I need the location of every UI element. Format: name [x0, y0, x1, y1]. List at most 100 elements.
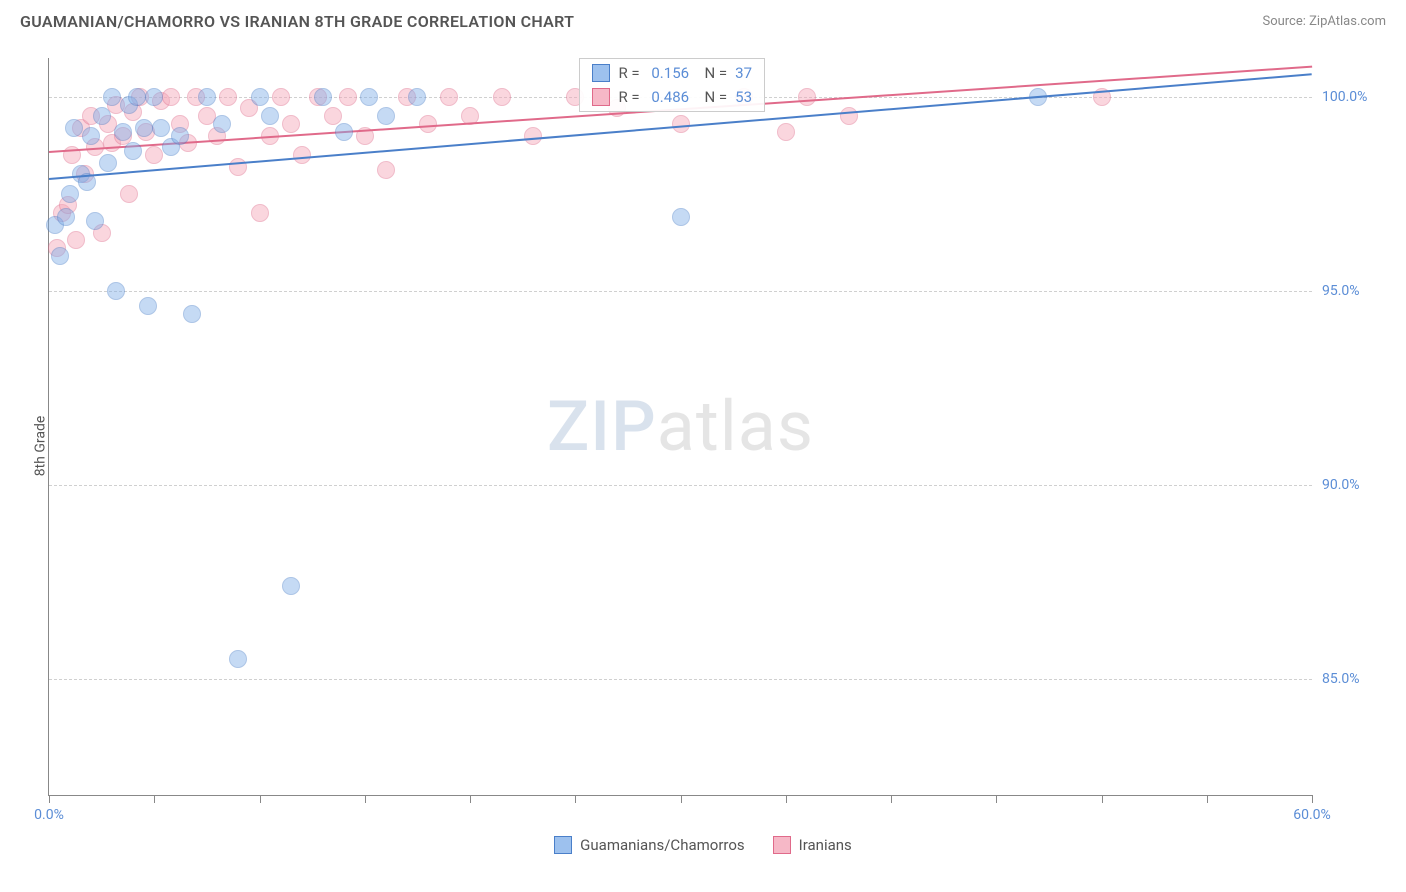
data-point — [335, 123, 353, 141]
x-tick-label: 0.0% — [34, 807, 64, 823]
data-point — [377, 107, 395, 125]
stat-n-value: 53 — [735, 88, 752, 106]
data-point — [261, 107, 279, 125]
data-point — [440, 88, 458, 106]
data-point — [293, 146, 311, 164]
data-point — [339, 88, 357, 106]
x-tick — [681, 795, 682, 803]
data-point — [272, 88, 290, 106]
data-point — [183, 305, 201, 323]
x-tick — [891, 795, 892, 803]
stat-n-value: 37 — [735, 64, 752, 82]
stats-row: R = 0.156 N = 37 — [580, 61, 764, 85]
data-point — [67, 231, 85, 249]
data-point — [103, 88, 121, 106]
legend-item-guam: Guamanians/Chamorros — [554, 836, 744, 854]
stats-legend-box: R = 0.156 N = 37 R = 0.486 N = 53 — [579, 58, 765, 112]
legend-swatch-icon — [592, 64, 610, 82]
data-point — [798, 88, 816, 106]
data-point — [840, 107, 858, 125]
x-tick — [1207, 795, 1208, 803]
legend-item-iran: Iranians — [773, 836, 852, 854]
x-tick — [470, 795, 471, 803]
watermark-atlas: atlas — [657, 386, 814, 468]
chart-header: GUAMANIAN/CHAMORRO VS IRANIAN 8TH GRADE … — [0, 0, 1406, 39]
stat-n-label: N = — [697, 88, 727, 106]
data-point — [251, 204, 269, 222]
x-tick — [786, 795, 787, 803]
y-tick-label: 95.0% — [1322, 283, 1386, 299]
x-tick-label: 60.0% — [1293, 807, 1331, 823]
data-point — [360, 88, 378, 106]
data-point — [93, 107, 111, 125]
legend-label: Iranians — [799, 836, 852, 854]
data-point — [107, 282, 125, 300]
data-point — [99, 154, 117, 172]
stats-row: R = 0.486 N = 53 — [580, 85, 764, 109]
y-tick-label: 90.0% — [1322, 477, 1386, 493]
data-point — [282, 577, 300, 595]
data-point — [139, 297, 157, 315]
data-point — [524, 127, 542, 145]
gridline — [49, 291, 1312, 292]
data-point — [114, 123, 132, 141]
data-point — [82, 127, 100, 145]
legend-swatch-icon — [592, 88, 610, 106]
x-tick — [1102, 795, 1103, 803]
stat-r-label: R = — [618, 64, 643, 82]
data-point — [124, 142, 142, 160]
x-tick — [1312, 795, 1313, 803]
chart-title: GUAMANIAN/CHAMORRO VS IRANIAN 8TH GRADE … — [20, 12, 574, 31]
x-tick — [365, 795, 366, 803]
data-point — [145, 146, 163, 164]
data-point — [152, 119, 170, 137]
watermark-text: ZIPatlas — [547, 386, 814, 468]
data-point — [493, 88, 511, 106]
stat-r-value: 0.156 — [651, 64, 689, 82]
data-point — [145, 88, 163, 106]
data-point — [219, 88, 237, 106]
legend-label: Guamanians/Chamorros — [580, 836, 744, 854]
data-point — [162, 88, 180, 106]
y-axis-label: 8th Grade — [32, 416, 48, 477]
data-point — [86, 212, 104, 230]
data-point — [672, 115, 690, 133]
scatter-chart: ZIPatlas 85.0%90.0%95.0%100.0%0.0%60.0%R… — [48, 58, 1312, 796]
data-point — [128, 88, 146, 106]
x-tick — [996, 795, 997, 803]
x-tick — [49, 795, 50, 803]
gridline — [49, 679, 1312, 680]
y-tick-label: 85.0% — [1322, 671, 1386, 687]
data-point — [408, 88, 426, 106]
y-tick-label: 100.0% — [1322, 89, 1386, 105]
x-tick — [260, 795, 261, 803]
legend-swatch-icon — [554, 836, 572, 854]
data-point — [135, 119, 153, 137]
data-point — [198, 88, 216, 106]
data-point — [57, 208, 75, 226]
data-point — [251, 88, 269, 106]
data-point — [229, 158, 247, 176]
data-point — [120, 185, 138, 203]
data-point — [672, 208, 690, 226]
stat-r-value: 0.486 — [651, 88, 689, 106]
data-point — [65, 119, 83, 137]
source-credit: Source: ZipAtlas.com — [1262, 14, 1386, 29]
data-point — [282, 115, 300, 133]
data-point — [61, 185, 79, 203]
x-tick — [575, 795, 576, 803]
data-point — [213, 115, 231, 133]
stat-n-label: N = — [697, 64, 727, 82]
bottom-legend: Guamanians/Chamorros Iranians — [0, 836, 1406, 854]
x-tick — [154, 795, 155, 803]
data-point — [377, 161, 395, 179]
legend-swatch-icon — [773, 836, 791, 854]
data-point — [777, 123, 795, 141]
data-point — [229, 650, 247, 668]
data-point — [51, 247, 69, 265]
data-point — [314, 88, 332, 106]
watermark-zip: ZIP — [547, 386, 657, 468]
stat-r-label: R = — [618, 88, 643, 106]
data-point — [171, 127, 189, 145]
gridline — [49, 485, 1312, 486]
